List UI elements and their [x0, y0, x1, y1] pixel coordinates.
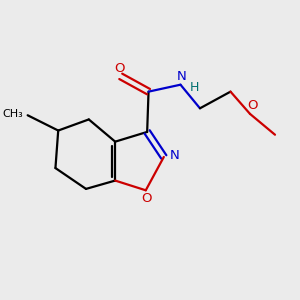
- Text: O: O: [114, 62, 124, 75]
- Text: CH₃: CH₃: [3, 109, 23, 119]
- Text: N: N: [169, 149, 179, 162]
- Text: O: O: [141, 192, 152, 205]
- Text: O: O: [248, 99, 258, 112]
- Text: N: N: [177, 70, 187, 83]
- Text: H: H: [190, 81, 199, 94]
